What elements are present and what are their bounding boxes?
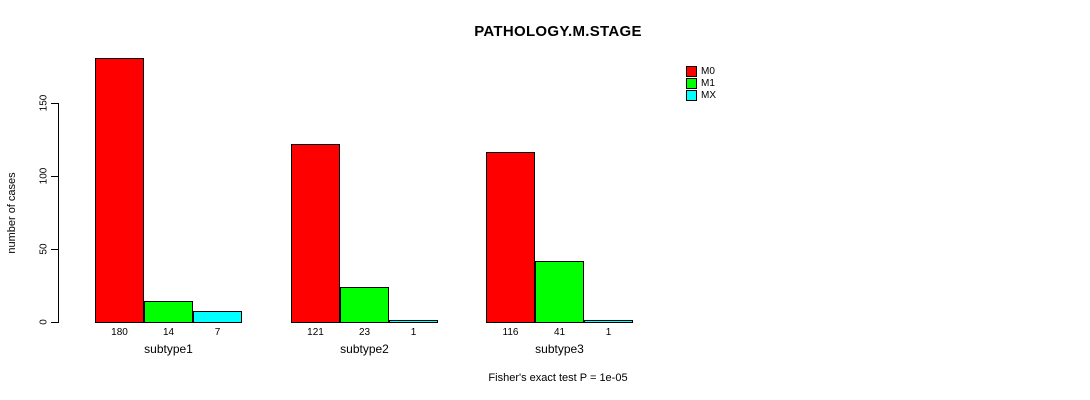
y-axis-line [58, 103, 59, 323]
bar-m1-subtype3 [535, 261, 584, 323]
y-axis-tick [51, 249, 58, 250]
bar-value-label: 14 [162, 327, 175, 338]
bar-value-label: 41 [553, 327, 566, 338]
bar-m1-subtype1 [144, 301, 193, 323]
legend-label-m1: M1 [701, 78, 715, 89]
y-axis-tick-label: 50 [38, 243, 50, 255]
bar-m0-subtype2 [291, 144, 340, 323]
bar-value-label: 116 [502, 327, 519, 338]
chart-title: PATHOLOGY.M.STAGE [474, 23, 642, 40]
legend-label-m0: M0 [701, 66, 715, 77]
legend-label-mx: MX [701, 90, 716, 101]
y-axis-tick [51, 322, 58, 323]
y-axis-tick-label: 150 [38, 94, 50, 112]
bar-value-label: 1 [605, 327, 612, 338]
bar-value-label: 121 [307, 327, 324, 338]
bar-m0-subtype1 [95, 58, 144, 323]
legend-swatch-m1 [686, 78, 697, 89]
y-axis-tick [51, 103, 58, 104]
legend-swatch-mx [686, 90, 697, 101]
bar-m1-subtype2 [340, 287, 389, 323]
stat-annotation: Fisher's exact test P = 1e-05 [488, 372, 628, 384]
bar-mx-subtype2 [389, 320, 438, 323]
y-axis-tick-label: 100 [38, 167, 50, 185]
bar-value-label: 180 [111, 327, 128, 338]
bar-mx-subtype3 [584, 320, 633, 323]
y-axis-title: number of cases [6, 172, 18, 254]
category-label-subtype3: subtype3 [535, 342, 584, 356]
y-axis-tick-label: 0 [38, 319, 50, 325]
y-axis-tick [51, 176, 58, 177]
bar-m0-subtype3 [486, 152, 535, 323]
category-label-subtype1: subtype1 [144, 342, 193, 356]
bar-value-label: 23 [358, 327, 371, 338]
legend-swatch-m0 [686, 66, 697, 77]
bar-mx-subtype1 [193, 311, 242, 323]
bar-value-label: 7 [214, 327, 221, 338]
bar-value-label: 1 [410, 327, 417, 338]
category-label-subtype2: subtype2 [340, 342, 389, 356]
